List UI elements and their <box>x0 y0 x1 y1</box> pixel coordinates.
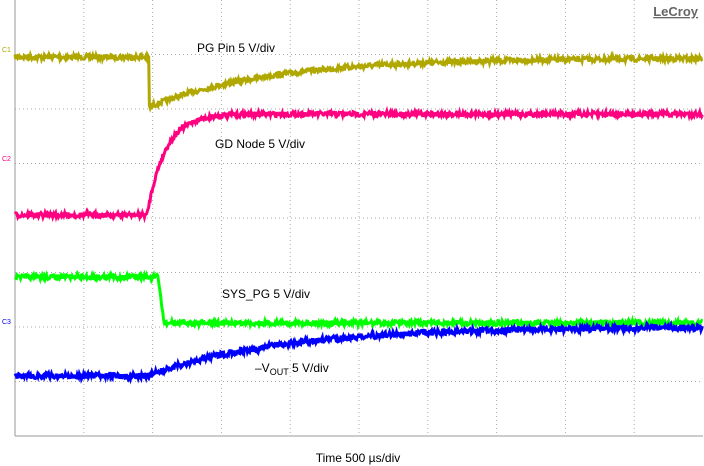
channel-marker: C1 <box>2 47 11 54</box>
trace-label: GD Node 5 V/div <box>215 137 305 151</box>
timebase-label: Time 500 µs/div <box>316 451 401 465</box>
trace <box>13 319 704 385</box>
trace <box>13 105 704 224</box>
brand-logo: LeCroy <box>653 4 699 19</box>
label-sub: OUT <box>270 367 290 377</box>
trace <box>13 49 704 114</box>
label-rest: 5 V/div <box>289 361 329 375</box>
trace-label: –VOUT 5 V/div <box>255 361 329 377</box>
label-main: –V <box>255 361 270 375</box>
traces <box>13 49 704 385</box>
channel-marker: C3 <box>2 319 11 326</box>
trace-label: PG Pin 5 V/div <box>197 41 275 55</box>
channel-marker: C2 <box>2 156 11 163</box>
trace-label: SYS_PG 5 V/div <box>222 287 310 301</box>
trace <box>13 269 704 332</box>
